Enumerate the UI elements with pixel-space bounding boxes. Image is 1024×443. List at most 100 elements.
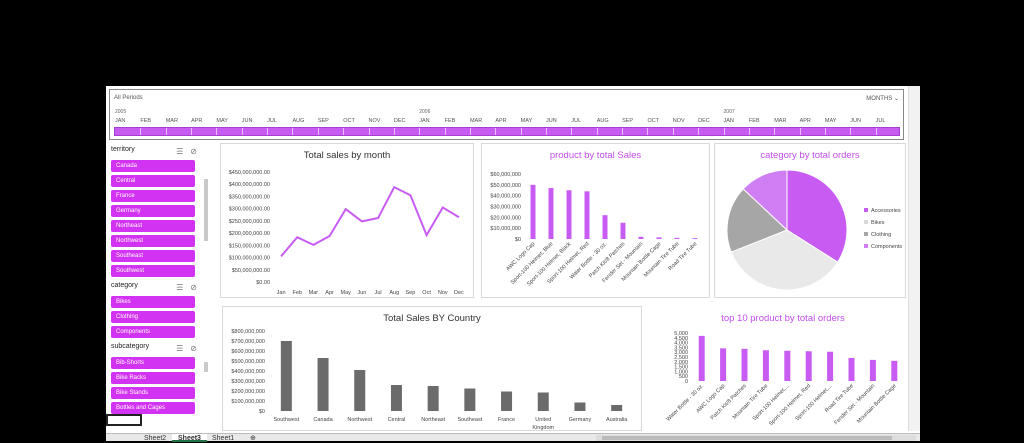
bar[interactable] [638,236,644,239]
timeline-month[interactable]: JUN [241,118,253,124]
slicer-item[interactable]: Bike Stands [111,387,195,399]
slicer-item[interactable]: Northwest [111,235,195,247]
timeline-month[interactable]: OCT [343,118,355,124]
timeline-month[interactable]: NOV [368,118,381,124]
slicer-item[interactable]: Northeast [111,220,195,232]
bar[interactable] [698,335,705,381]
sheet-tab[interactable]: Sheet2 [144,435,167,442]
scrollbar-thumb[interactable] [602,436,892,440]
add-sheet-icon[interactable]: ⊕ [250,435,256,442]
bar[interactable] [848,357,855,381]
bar[interactable] [574,402,586,412]
timeline-month[interactable]: AUG [292,118,305,124]
timeline-month[interactable]: OCT [647,118,660,124]
selected-cell[interactable] [106,414,142,426]
timeline-month[interactable]: JAN [115,118,126,124]
slicer-item[interactable]: Southwest [111,265,195,277]
timeline-month[interactable]: JUN [850,118,861,124]
sheet-tab[interactable]: Sheet1 [212,435,235,442]
pie-slice[interactable] [742,169,788,232]
clear-filter-icon[interactable]: ⊘ [190,147,204,156]
bar[interactable] [805,351,812,381]
bar[interactable] [611,405,623,411]
slicer-item[interactable]: Components [111,326,195,338]
timeline-month[interactable]: JUL [267,118,277,124]
timeline-month[interactable]: NOV [672,118,685,124]
timeline-month[interactable]: SEP [622,118,634,124]
timeline-month[interactable]: DEC [393,118,406,124]
timeline-month[interactable]: AUG [596,118,609,124]
bar[interactable] [602,215,608,239]
timeline-month[interactable]: SEP [317,118,329,124]
slicer-item[interactable]: Central [111,175,195,187]
timeline-month[interactable]: JUL [571,118,582,124]
timeline-month[interactable]: FEB [140,118,152,124]
multi-select-icon[interactable]: ☰ [176,344,191,353]
timeline-month[interactable]: APR [799,118,811,124]
bar[interactable] [784,350,791,381]
timeline-month[interactable]: MAR [774,118,787,124]
slicer-item[interactable]: Canada [111,160,195,172]
slicer-item[interactable]: Bike Racks [111,372,195,384]
top10-products-chart[interactable]: top 10 product by total orders 0 500 1,000… [660,306,906,431]
sales-by-month-chart[interactable]: Total sales by month $0.00 $50,000,000.00… [220,143,474,298]
timeline-month[interactable]: DEC [698,118,710,124]
timeline-month[interactable]: JUL [875,118,886,124]
bar[interactable] [530,184,536,239]
horizontal-scrollbar[interactable] [596,435,916,441]
slicer-item[interactable]: Germany [111,205,195,217]
bar[interactable] [584,191,590,239]
subcategory-slicer-scrollbar[interactable] [204,362,208,372]
bar[interactable] [869,359,876,381]
bar[interactable] [427,386,439,411]
bar[interactable] [501,391,513,412]
bar[interactable] [280,341,292,411]
slicer-item[interactable]: Bikes [111,296,195,308]
bar[interactable] [656,237,662,239]
territory-slicer-scrollbar[interactable] [204,179,208,241]
timeline-month[interactable]: JUN [546,118,557,124]
timeline-month[interactable]: APR [191,118,203,124]
slicer-item[interactable]: Bottles and Cages [111,402,195,414]
vertical-scrollbar[interactable] [908,86,920,431]
slicer-item[interactable]: France [111,190,195,202]
sales-by-country-chart[interactable]: Total Sales BY Country $0 $100,000,000 $20… [222,306,642,431]
timeline-month[interactable]: APR [495,118,507,124]
timeline-unit-dropdown[interactable]: MONTHS ⌄ [866,95,899,102]
timeline-month[interactable]: MAY [216,118,228,124]
timeline-month[interactable]: JAN [723,118,734,124]
multi-select-icon[interactable]: ☰ [176,147,191,156]
bar[interactable] [537,392,549,412]
bar[interactable] [566,190,572,239]
timeline-month[interactable]: MAY [520,118,533,124]
bar[interactable] [548,188,554,239]
pie-slice[interactable] [730,229,839,291]
bar[interactable] [354,370,366,411]
bar[interactable] [762,350,769,381]
bar[interactable] [891,360,898,381]
bar[interactable] [674,237,680,239]
bar[interactable] [741,348,748,381]
clear-filter-icon[interactable]: ⊘ [190,344,204,353]
timeline-period-bar[interactable] [114,127,900,136]
timeline-month[interactable]: MAY [824,118,837,124]
timeline-slicer[interactable]: All Periods MONTHS ⌄ 2005 2006 2007 JAN FEB… [109,89,904,140]
multi-select-icon[interactable]: ☰ [176,283,191,292]
bar[interactable] [720,348,727,381]
bar[interactable] [390,385,402,411]
slicer-item[interactable]: Clothing [111,311,195,323]
product-by-sales-chart[interactable]: product by total Sales $0 $10,000,000 $20,… [481,143,710,298]
timeline-month[interactable]: MAR [469,118,483,124]
slicer-item[interactable]: Bib-Shorts [111,357,195,369]
timeline-month[interactable]: MAR [165,118,178,124]
category-by-orders-chart[interactable]: category by total orders Accessories Bike… [714,143,906,298]
bar[interactable] [692,238,698,239]
timeline-month[interactable]: FEB [748,118,760,124]
bar[interactable] [827,351,834,381]
bar[interactable] [317,358,329,411]
clear-filter-icon[interactable]: ⊘ [190,283,204,292]
slicer-item[interactable]: Southeast [111,250,195,262]
timeline-month[interactable]: JAN [419,118,430,124]
pie-slice[interactable] [726,188,788,253]
bar[interactable] [620,222,626,239]
